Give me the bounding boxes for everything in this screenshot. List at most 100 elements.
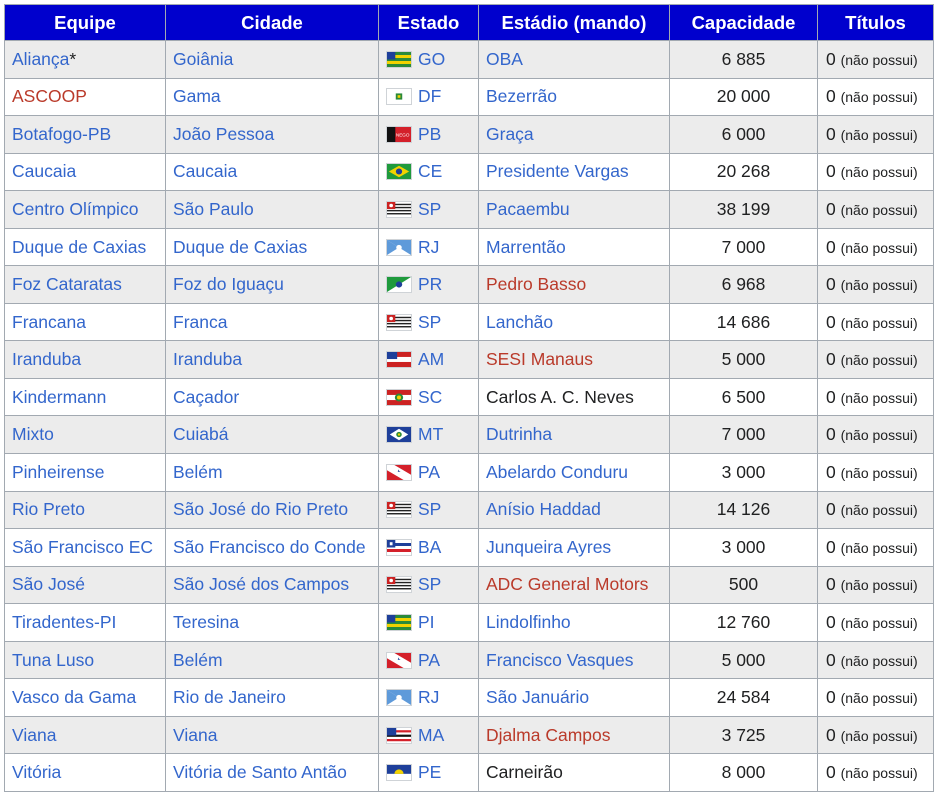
team-link[interactable]: Tiradentes-PI xyxy=(12,611,117,632)
state-link[interactable]: DF xyxy=(418,86,442,107)
team-link[interactable]: Foz Cataratas xyxy=(12,274,122,295)
header-estado[interactable]: Estado xyxy=(378,4,479,41)
team-link[interactable]: Duque de Caxias xyxy=(12,236,147,257)
header-titulos[interactable]: Títulos xyxy=(817,4,934,41)
city-link[interactable]: Gama xyxy=(173,86,221,107)
state-link[interactable]: RJ xyxy=(418,236,440,257)
state-flag-icon[interactable] xyxy=(386,651,412,669)
city-link[interactable]: Franca xyxy=(173,311,228,332)
team-link[interactable]: Centro Olímpico xyxy=(12,198,139,219)
state-link[interactable]: PI xyxy=(418,611,435,632)
state-link[interactable]: PA xyxy=(418,461,441,482)
city-link[interactable]: São José dos Campos xyxy=(173,574,350,595)
city-link[interactable]: Duque de Caxias xyxy=(173,236,308,257)
state-link[interactable]: AM xyxy=(418,349,445,370)
stadium-link[interactable]: Lindolfinho xyxy=(486,611,571,632)
city-link[interactable]: Cuiabá xyxy=(173,424,229,445)
state-flag-icon[interactable]: NEGO xyxy=(386,125,412,143)
state-link[interactable]: CE xyxy=(418,161,443,182)
team-link[interactable]: Iranduba xyxy=(12,349,82,370)
stadium-link[interactable]: Lanchão xyxy=(486,311,554,332)
city-link[interactable]: Viana xyxy=(173,724,218,745)
stadium-link[interactable]: Anísio Haddad xyxy=(486,499,601,520)
stadium-link[interactable]: Bezerrão xyxy=(486,86,558,107)
city-link[interactable]: Caçador xyxy=(173,386,240,407)
state-link[interactable]: SP xyxy=(418,198,442,219)
state-link[interactable]: PB xyxy=(418,123,442,144)
stadium-link[interactable]: Dutrinha xyxy=(486,424,553,445)
stadium-link[interactable]: SESI Manaus xyxy=(486,349,593,370)
stadium-link[interactable]: Pacaembu xyxy=(486,198,570,219)
state-link[interactable]: PR xyxy=(418,274,443,295)
state-link[interactable]: RJ xyxy=(418,687,440,708)
team-link[interactable]: Kindermann xyxy=(12,386,107,407)
state-flag-icon[interactable] xyxy=(386,576,412,594)
state-flag-icon[interactable] xyxy=(386,426,412,444)
team-link[interactable]: Viana xyxy=(12,724,57,745)
state-flag-icon[interactable] xyxy=(386,764,412,782)
state-flag-icon[interactable] xyxy=(386,538,412,556)
stadium-link[interactable]: Francisco Vasques xyxy=(486,649,634,670)
stadium-link[interactable]: Marrentão xyxy=(486,236,566,257)
header-cidade[interactable]: Cidade xyxy=(165,4,379,41)
city-link[interactable]: Foz do Iguaçu xyxy=(173,274,284,295)
state-flag-icon[interactable] xyxy=(386,200,412,218)
team-link[interactable]: Francana xyxy=(12,311,86,332)
team-link[interactable]: São José xyxy=(12,574,85,595)
team-link[interactable]: São Francisco EC xyxy=(12,536,154,557)
team-link[interactable]: Vasco da Gama xyxy=(12,687,137,708)
city-link[interactable]: Belém xyxy=(173,461,223,482)
stadium-link[interactable]: ADC General Motors xyxy=(486,574,649,595)
stadium-link[interactable]: Abelardo Conduru xyxy=(486,461,629,482)
stadium-link[interactable]: OBA xyxy=(486,48,523,69)
city-link[interactable]: São Francisco do Conde xyxy=(173,536,366,557)
state-flag-icon[interactable] xyxy=(386,463,412,481)
city-link[interactable]: São Paulo xyxy=(173,198,254,219)
team-link[interactable]: Aliança xyxy=(12,48,70,69)
state-flag-icon[interactable] xyxy=(386,238,412,256)
state-link[interactable]: MA xyxy=(418,724,445,745)
state-flag-icon[interactable] xyxy=(386,726,412,744)
state-link[interactable]: SP xyxy=(418,499,442,520)
state-link[interactable]: SP xyxy=(418,311,442,332)
state-flag-icon[interactable] xyxy=(386,613,412,631)
header-capacidade[interactable]: Capacidade xyxy=(669,4,818,41)
header-equipe[interactable]: Equipe xyxy=(4,4,166,41)
state-link[interactable]: SC xyxy=(418,386,443,407)
stadium-link[interactable]: Presidente Vargas xyxy=(486,161,629,182)
state-link[interactable]: MT xyxy=(418,424,444,445)
state-flag-icon[interactable] xyxy=(386,163,412,181)
state-link[interactable]: BA xyxy=(418,536,442,557)
city-link[interactable]: Caucaia xyxy=(173,161,238,182)
team-link[interactable]: Caucaia xyxy=(12,161,77,182)
state-link[interactable]: PA xyxy=(418,649,441,670)
state-flag-icon[interactable] xyxy=(386,388,412,406)
city-link[interactable]: Teresina xyxy=(173,611,240,632)
state-flag-icon[interactable] xyxy=(386,313,412,331)
city-link[interactable]: Vitória de Santo Antão xyxy=(173,762,347,783)
team-link[interactable]: Mixto xyxy=(12,424,54,445)
city-link[interactable]: Belém xyxy=(173,649,223,670)
team-link[interactable]: Botafogo-PB xyxy=(12,123,112,144)
stadium-link[interactable]: São Januário xyxy=(486,687,590,708)
stadium-link[interactable]: Graça xyxy=(486,123,534,144)
stadium-link[interactable]: Djalma Campos xyxy=(486,724,611,745)
city-link[interactable]: São José do Rio Preto xyxy=(173,499,349,520)
state-flag-icon[interactable] xyxy=(386,88,412,106)
team-link[interactable]: Tuna Luso xyxy=(12,649,95,670)
city-link[interactable]: João Pessoa xyxy=(173,123,275,144)
team-link[interactable]: Vitória xyxy=(12,762,62,783)
stadium-link[interactable]: Pedro Basso xyxy=(486,274,587,295)
city-link[interactable]: Goiânia xyxy=(173,48,234,69)
stadium-link[interactable]: Junqueira Ayres xyxy=(486,536,612,557)
header-estadio[interactable]: Estádio (mando) xyxy=(478,4,670,41)
team-link[interactable]: Pinheirense xyxy=(12,461,105,482)
state-link[interactable]: PE xyxy=(418,762,442,783)
state-link[interactable]: SP xyxy=(418,574,442,595)
city-link[interactable]: Rio de Janeiro xyxy=(173,687,286,708)
team-link[interactable]: ASCOOP xyxy=(12,86,87,107)
state-flag-icon[interactable] xyxy=(386,501,412,519)
state-flag-icon[interactable] xyxy=(386,689,412,707)
team-link[interactable]: Rio Preto xyxy=(12,499,85,520)
state-flag-icon[interactable] xyxy=(386,276,412,294)
